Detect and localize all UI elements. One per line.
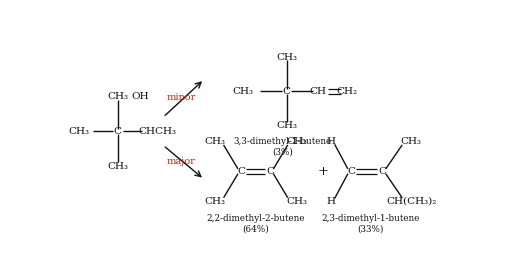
Text: C: C (114, 127, 122, 136)
Text: CH₃: CH₃ (68, 127, 89, 136)
Text: CH: CH (309, 87, 326, 96)
Text: CH₃: CH₃ (286, 197, 307, 206)
Text: CH₃: CH₃ (233, 87, 254, 96)
Text: CH₃: CH₃ (204, 197, 225, 206)
Text: H: H (326, 197, 335, 206)
Text: 3,3-dimethyl-1-butene: 3,3-dimethyl-1-butene (233, 137, 331, 146)
Text: (33%): (33%) (358, 225, 384, 234)
Text: (64%): (64%) (242, 225, 269, 234)
Text: C: C (266, 167, 274, 176)
Text: CH₃: CH₃ (401, 137, 422, 146)
Text: 2,2-dimethyl-2-butene: 2,2-dimethyl-2-butene (207, 214, 305, 223)
Text: CH₃: CH₃ (107, 162, 129, 171)
Text: CH₃: CH₃ (286, 137, 307, 146)
Text: C: C (379, 167, 387, 176)
Text: CH₃: CH₃ (276, 53, 297, 62)
Text: C: C (282, 87, 290, 96)
Text: OH: OH (132, 92, 149, 101)
Text: H: H (326, 137, 335, 146)
Text: +: + (318, 165, 329, 178)
Text: CH₂: CH₂ (336, 87, 357, 96)
Text: C: C (347, 167, 355, 176)
Text: CH₃: CH₃ (107, 92, 129, 101)
Text: major: major (166, 157, 195, 166)
Text: CH(CH₃)₂: CH(CH₃)₂ (386, 197, 436, 206)
Text: minor: minor (166, 93, 196, 102)
Text: (3%): (3%) (272, 148, 293, 157)
Text: C: C (237, 167, 245, 176)
Text: 2,3-dimethyl-1-butene: 2,3-dimethyl-1-butene (322, 214, 420, 223)
Text: CHCH₃: CHCH₃ (138, 127, 176, 136)
Text: CH₃: CH₃ (204, 137, 225, 146)
Text: CH₃: CH₃ (276, 121, 297, 130)
